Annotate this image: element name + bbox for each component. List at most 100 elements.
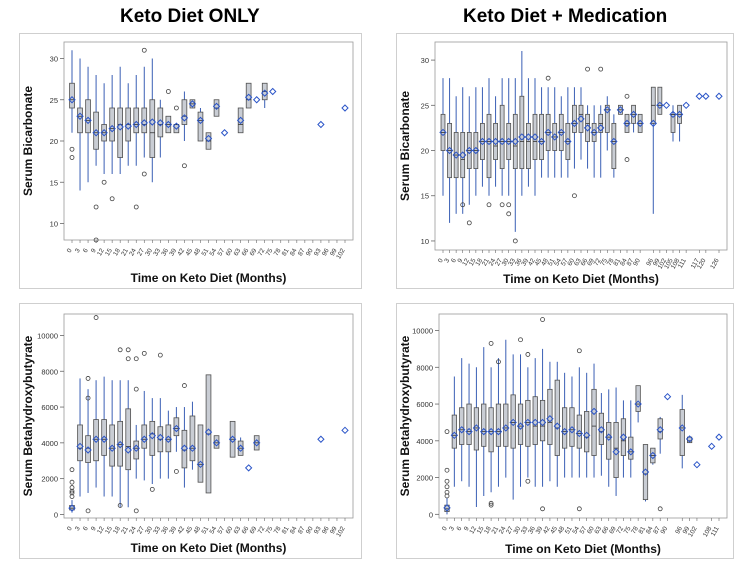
mean-marker bbox=[544, 128, 552, 137]
x-tick-label: 24 bbox=[128, 247, 138, 257]
mean-marker bbox=[656, 101, 664, 110]
mean-marker bbox=[100, 435, 108, 443]
box bbox=[642, 444, 649, 501]
box bbox=[173, 417, 180, 437]
outlier-point bbox=[69, 490, 75, 496]
x-tick-label: 9 bbox=[90, 525, 98, 532]
x-tick-label: 42 bbox=[527, 257, 537, 267]
x-tick-label: 75 bbox=[599, 257, 609, 267]
x-tick-label: 45 bbox=[184, 247, 194, 257]
x-tick-label: 39 bbox=[535, 525, 545, 535]
box bbox=[85, 99, 91, 134]
outlier-point bbox=[93, 204, 99, 210]
x-tick-label: 63 bbox=[573, 257, 583, 267]
mean-marker bbox=[551, 133, 559, 141]
outlier-point bbox=[444, 489, 450, 495]
x-tick-label: 3 bbox=[443, 257, 451, 264]
outlier-point bbox=[109, 196, 115, 202]
y-tick-label: 30 bbox=[421, 56, 429, 65]
x-tick-label: 12 bbox=[461, 257, 471, 267]
box bbox=[585, 113, 590, 142]
mean-marker bbox=[518, 133, 526, 141]
x-tick-label: 12 bbox=[96, 525, 106, 535]
x-tick-label: 90 bbox=[660, 525, 670, 535]
y-tick-label: 10 bbox=[421, 237, 429, 246]
mean-marker bbox=[236, 116, 245, 125]
mean-marker bbox=[685, 435, 694, 443]
box bbox=[157, 107, 164, 138]
mean-marker bbox=[317, 435, 325, 443]
outlier-point bbox=[518, 337, 523, 343]
x-tick-label: 15 bbox=[476, 525, 486, 535]
outlier-point bbox=[93, 315, 99, 320]
chart-panel-bicarbonate-keto-only: 10 15 20 25 30 0 3 6 9 12 15 18 21 24 27 30 33 36 39 42 45 48… bbox=[19, 33, 362, 289]
x-tick-label: 69 bbox=[608, 525, 618, 535]
mean-marker bbox=[252, 439, 261, 447]
mean-marker bbox=[132, 120, 140, 129]
x-tick-label: 54 bbox=[209, 247, 219, 257]
outlier-point bbox=[141, 171, 147, 177]
mean-marker bbox=[678, 424, 686, 432]
mean-marker bbox=[124, 122, 132, 130]
mean-marker bbox=[341, 426, 349, 435]
box bbox=[125, 408, 132, 471]
x-tick-label: 12 bbox=[96, 247, 106, 257]
x-tick-label: 51 bbox=[547, 257, 557, 267]
mean-marker bbox=[553, 422, 561, 430]
box bbox=[101, 419, 107, 456]
x-tick-label: 63 bbox=[593, 525, 603, 535]
x-tick-label: 60 bbox=[586, 525, 596, 535]
x-tick-label: 99 bbox=[329, 525, 339, 535]
mean-marker bbox=[491, 137, 500, 146]
mean-marker bbox=[695, 92, 703, 100]
mean-marker bbox=[487, 427, 495, 436]
mean-marker bbox=[656, 426, 664, 434]
x-tick-label: 81 bbox=[612, 257, 622, 267]
outlier-point bbox=[585, 66, 590, 72]
mean-marker bbox=[116, 440, 124, 449]
outlier-point bbox=[85, 395, 91, 401]
mean-marker bbox=[252, 96, 261, 104]
x-tick-label: 87 bbox=[297, 525, 307, 535]
y-tick-label: 10000 bbox=[37, 331, 58, 340]
box bbox=[77, 107, 83, 134]
outlier-point bbox=[624, 93, 630, 99]
mean-marker bbox=[505, 137, 513, 146]
x-tick-label: 120 bbox=[696, 257, 708, 270]
mean-marker bbox=[557, 128, 565, 137]
box bbox=[481, 403, 487, 447]
outlier-point bbox=[165, 89, 171, 94]
mean-marker bbox=[164, 120, 173, 129]
x-tick-label: 6 bbox=[82, 525, 90, 532]
box bbox=[539, 113, 544, 160]
outlier-point bbox=[657, 506, 663, 512]
outlier-point bbox=[182, 383, 187, 388]
x-tick-label: 57 bbox=[560, 257, 570, 267]
mean-marker bbox=[140, 435, 148, 443]
x-tick-label: 21 bbox=[120, 525, 130, 535]
box bbox=[620, 418, 627, 456]
x-tick-label: 99 bbox=[682, 525, 692, 535]
mean-marker bbox=[108, 124, 116, 133]
mean-marker bbox=[124, 446, 132, 454]
mean-marker bbox=[76, 112, 84, 120]
y-tick-label: 0 bbox=[429, 510, 433, 519]
mean-marker bbox=[516, 422, 525, 430]
outlier-point bbox=[506, 211, 512, 217]
x-tick-label: 21 bbox=[491, 525, 501, 535]
mean-marker bbox=[156, 119, 165, 127]
mean-marker bbox=[459, 151, 467, 159]
box bbox=[488, 407, 494, 453]
x-tick-label: 0 bbox=[66, 525, 74, 532]
mean-marker bbox=[582, 431, 591, 440]
outlier-point bbox=[125, 356, 131, 362]
mean-marker bbox=[629, 110, 638, 119]
outlier-point bbox=[133, 508, 139, 514]
column-title-keto-only: Keto Diet ONLY bbox=[120, 6, 260, 27]
mean-marker bbox=[619, 433, 628, 441]
x-tick-label: 36 bbox=[160, 525, 170, 535]
x-tick-label: 78 bbox=[273, 247, 283, 257]
x-tick-label: 18 bbox=[474, 257, 484, 267]
x-tick-label: 87 bbox=[626, 257, 636, 267]
mean-marker bbox=[649, 451, 657, 460]
